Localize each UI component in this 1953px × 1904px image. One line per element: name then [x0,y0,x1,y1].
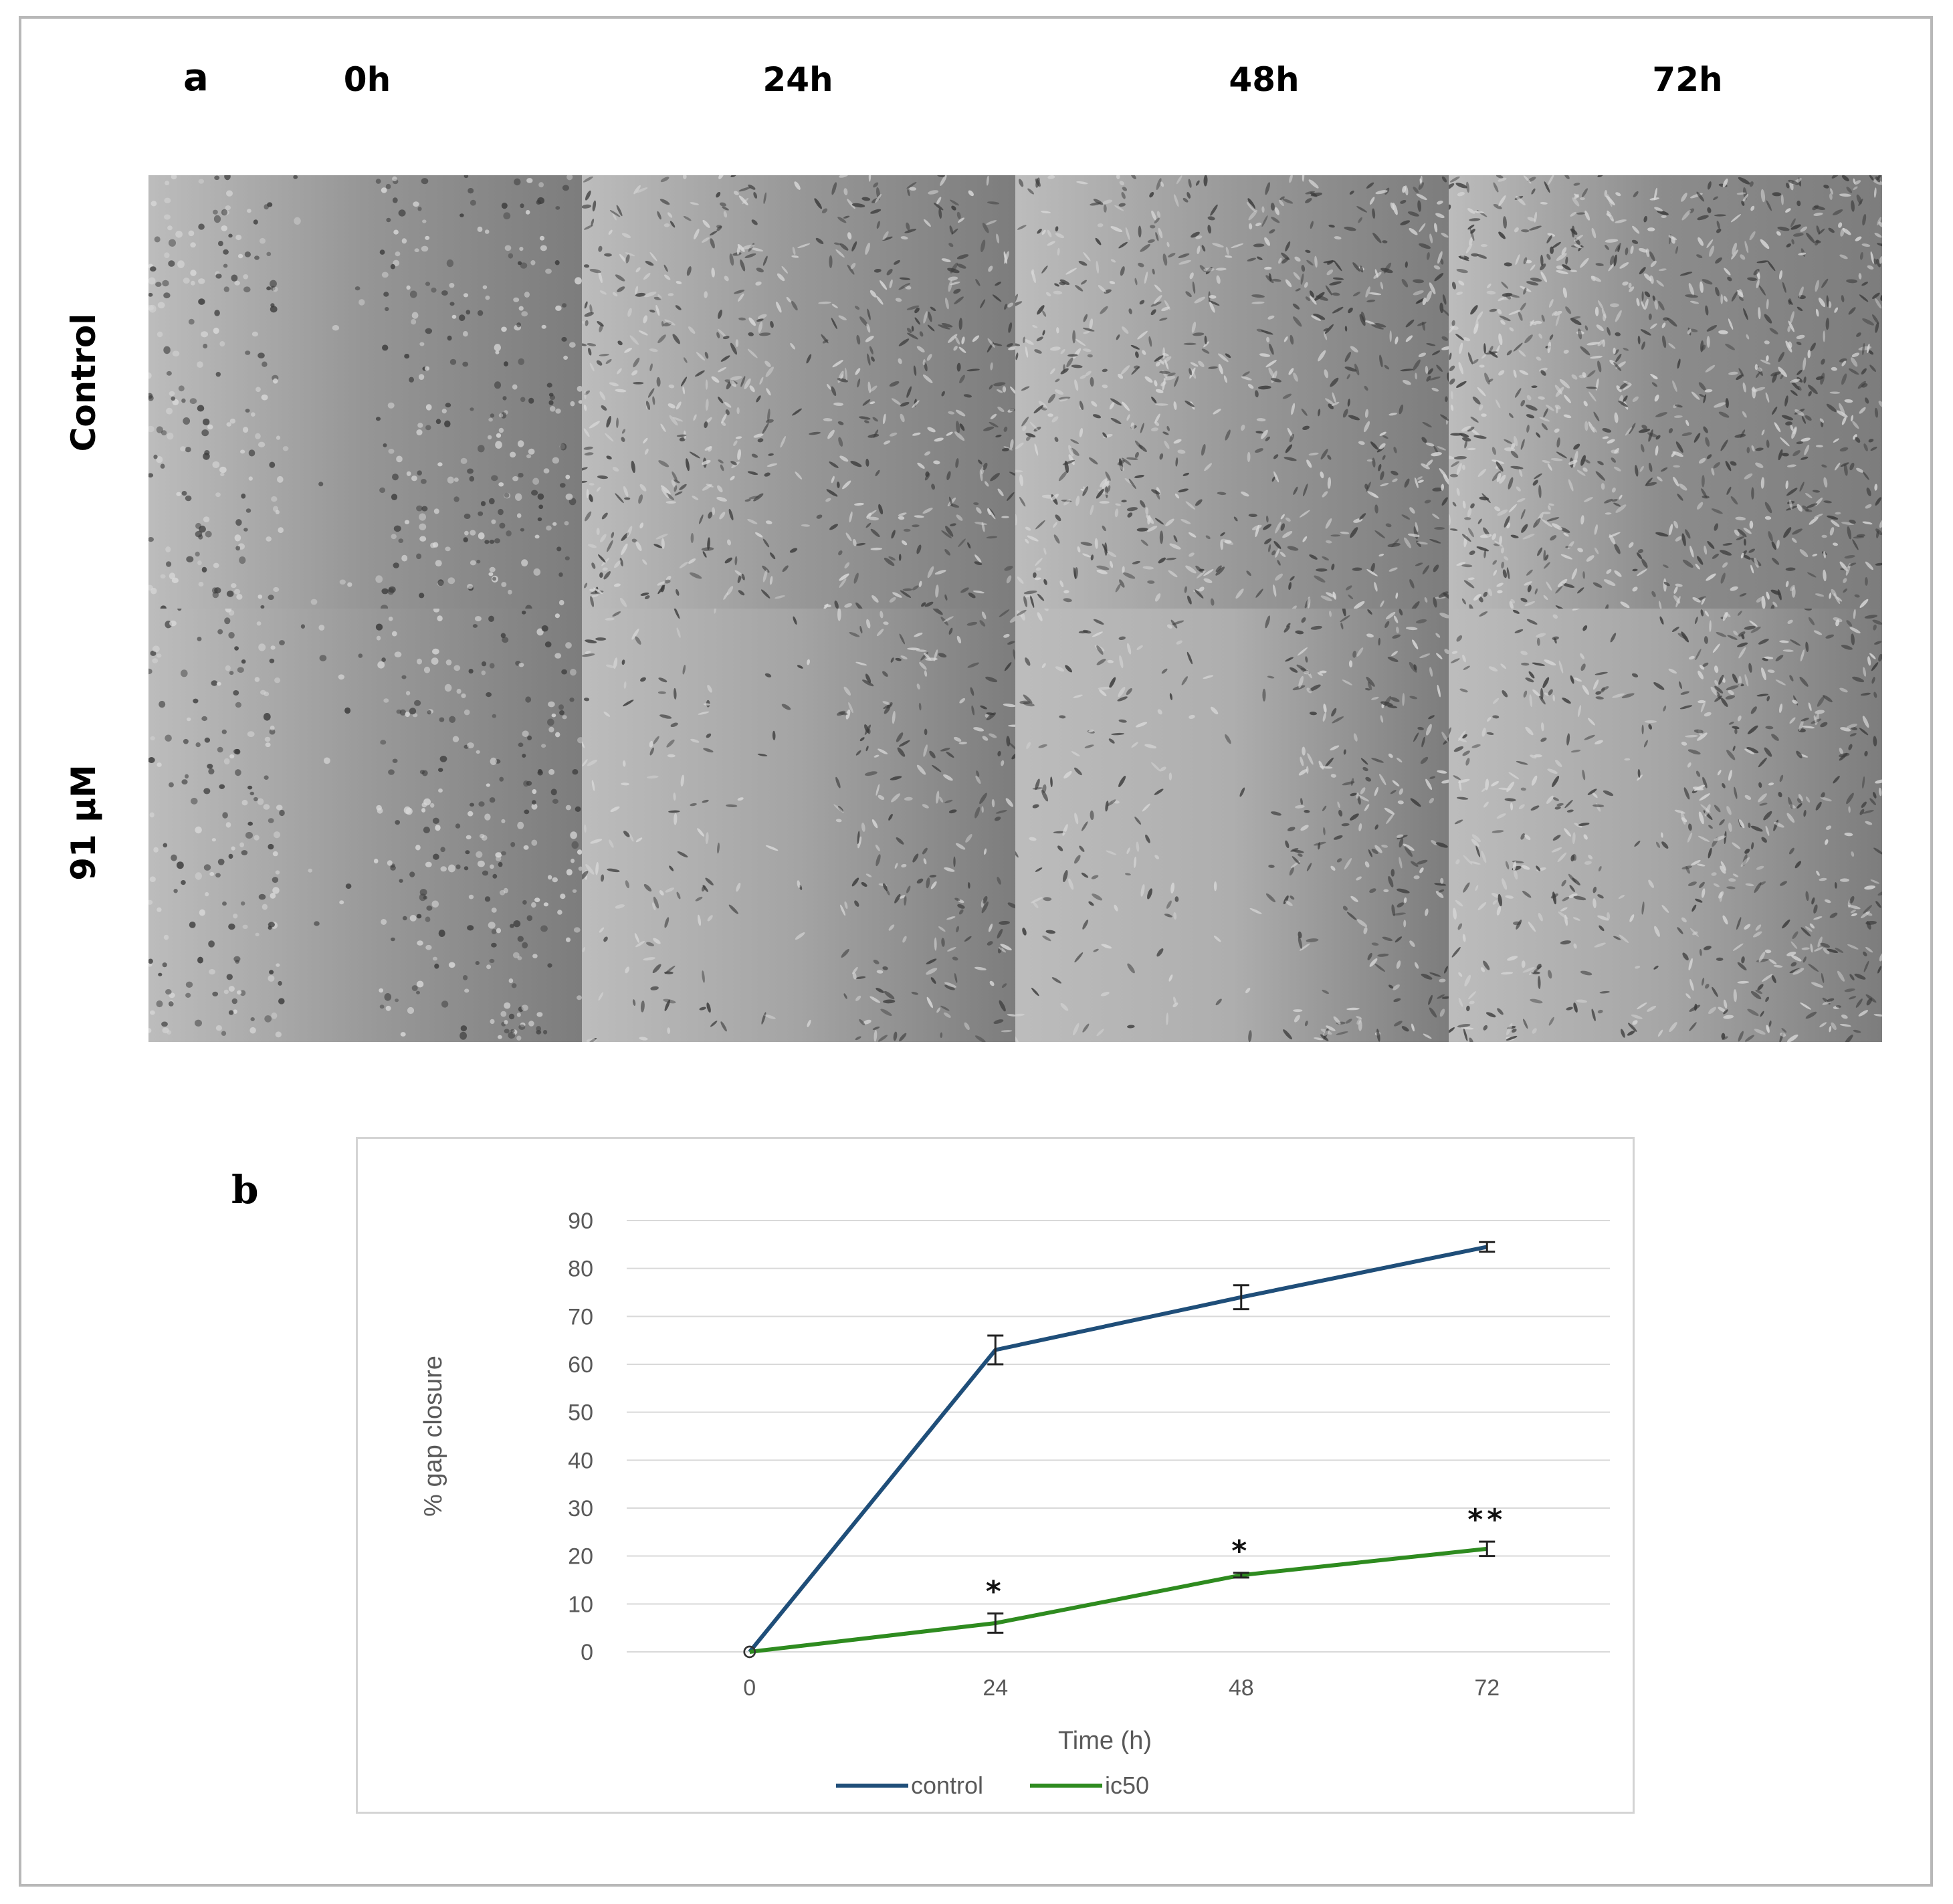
data-point-ic50-0 [743,1645,756,1659]
y-tick-label-60: 60 [568,1352,593,1378]
x-tick-label-24: 24 [983,1675,1008,1701]
panel-b-letter: b [231,1167,259,1212]
micrograph-control-0h [148,175,582,609]
micrograph-91um-24h [582,609,1015,1042]
x-tick-label-48: 48 [1229,1675,1254,1701]
row-header-control: Control [64,313,103,452]
row-header-91um: 91 µM [64,764,103,881]
significance-mark-ic50-48: * [1231,1534,1251,1568]
y-tick-label-30: 30 [568,1496,593,1521]
y-tick-label-80: 80 [568,1257,593,1282]
micrograph-91um-48h [1015,609,1449,1042]
micrograph-91um-72h [1449,609,1882,1042]
micrograph-91um-0h [148,609,582,1042]
y-tick-label-90: 90 [568,1208,593,1234]
y-tick-label-70: 70 [568,1304,593,1330]
legend-label-control: control [911,1772,983,1799]
series-line-ic50 [749,1546,1487,1654]
micrograph-control-48h [1015,175,1449,609]
y-tick-label-50: 50 [568,1400,593,1426]
y-axis-title: % gap closure [419,1356,447,1517]
micrograph-grid [148,175,1882,1042]
gap-closure-chart: 0 10 20 30 40 50 60 70 80 90 0 24 48 72 Time (h) % gap … [419,1208,1610,1799]
column-header-72h: 72h [1652,60,1723,99]
y-tick-label-10: 10 [568,1592,593,1617]
column-header-0h: 0h [343,60,391,99]
panel-a-letter: a [183,56,209,100]
column-header-24h: 24h [762,60,833,99]
series-line-control [748,1245,1487,1653]
column-header-48h: 48h [1229,60,1300,99]
x-axis-title: Time (h) [1058,1727,1152,1755]
y-tick-label-0: 0 [581,1640,593,1665]
micrograph-control-72h [1449,175,1882,609]
micrograph-control-24h [582,175,1015,609]
significance-mark-ic50-24: * [986,1575,1005,1609]
legend-label-ic50: ic50 [1105,1772,1149,1799]
y-tick-label-20: 20 [568,1544,593,1570]
x-tick-label-0: 0 [743,1675,756,1701]
figure-frame [19,16,1933,1887]
significance-mark-ic50-72: ** [1467,1503,1506,1537]
chart-frame [356,1137,1635,1814]
x-tick-label-72: 72 [1474,1675,1500,1701]
y-tick-label-40: 40 [568,1448,593,1473]
